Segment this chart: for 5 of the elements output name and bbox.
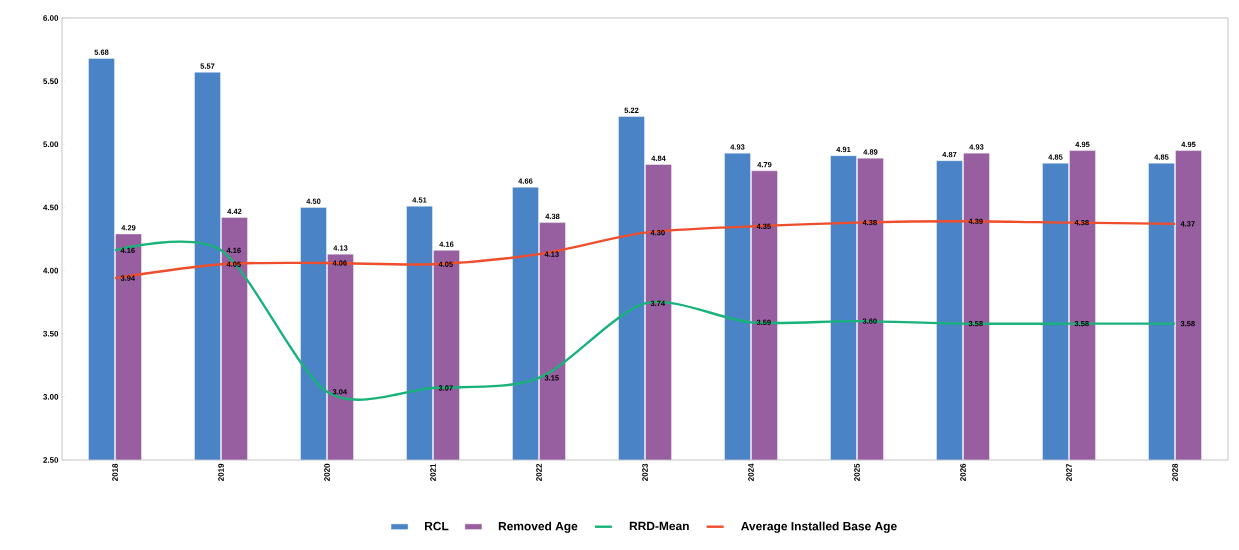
legend-label: Removed Age: [498, 521, 578, 533]
line-series: [113, 220, 1177, 280]
legend-label: RCL: [425, 521, 449, 531]
legend-label: Average Installed Base Age: [741, 521, 897, 533]
legend-label: RRD-Mean: [629, 521, 689, 531]
